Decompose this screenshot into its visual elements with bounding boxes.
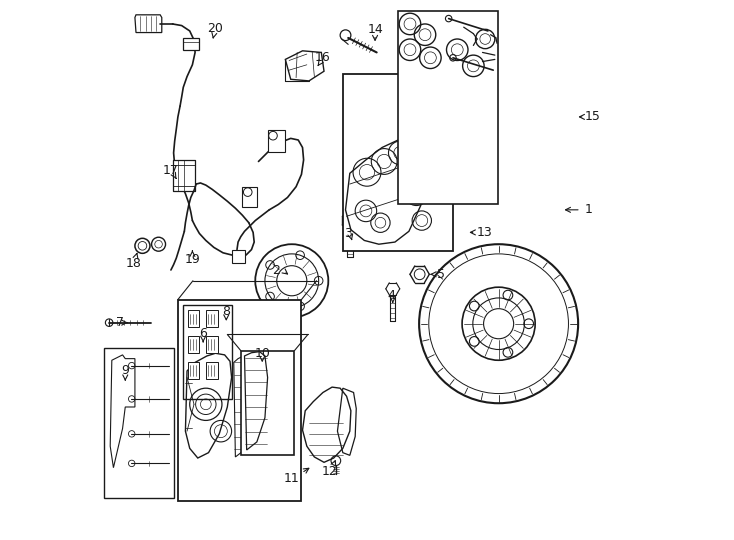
Text: 3: 3 xyxy=(344,227,352,240)
Text: 9: 9 xyxy=(121,364,129,377)
Text: 2: 2 xyxy=(272,264,280,276)
Bar xyxy=(188,310,200,327)
Text: 10: 10 xyxy=(254,347,270,360)
Bar xyxy=(242,187,258,207)
Bar xyxy=(188,362,200,379)
Bar xyxy=(184,305,232,399)
Bar xyxy=(398,11,498,205)
Text: 19: 19 xyxy=(184,253,200,266)
Text: 18: 18 xyxy=(126,257,141,270)
Bar xyxy=(343,74,453,251)
Text: 4: 4 xyxy=(388,289,395,302)
Text: 16: 16 xyxy=(315,51,331,64)
Text: 1: 1 xyxy=(584,204,592,217)
Bar xyxy=(184,38,200,50)
Bar xyxy=(188,336,200,353)
Text: 13: 13 xyxy=(476,226,492,239)
Text: 5: 5 xyxy=(437,268,445,281)
Bar xyxy=(241,350,294,455)
Text: 15: 15 xyxy=(585,110,600,124)
Bar xyxy=(268,130,285,152)
Bar xyxy=(103,348,174,498)
Bar xyxy=(172,160,195,191)
Bar xyxy=(232,249,245,263)
Bar xyxy=(178,300,302,501)
Bar xyxy=(206,310,218,327)
Text: 14: 14 xyxy=(367,23,383,36)
Text: 12: 12 xyxy=(321,465,337,478)
Text: 8: 8 xyxy=(222,306,230,319)
Text: 20: 20 xyxy=(208,22,223,35)
Text: 17: 17 xyxy=(163,164,179,177)
Bar xyxy=(206,362,218,379)
Text: 6: 6 xyxy=(199,327,207,340)
Text: 11: 11 xyxy=(284,472,299,485)
Text: 7: 7 xyxy=(116,316,124,329)
Bar xyxy=(206,336,218,353)
